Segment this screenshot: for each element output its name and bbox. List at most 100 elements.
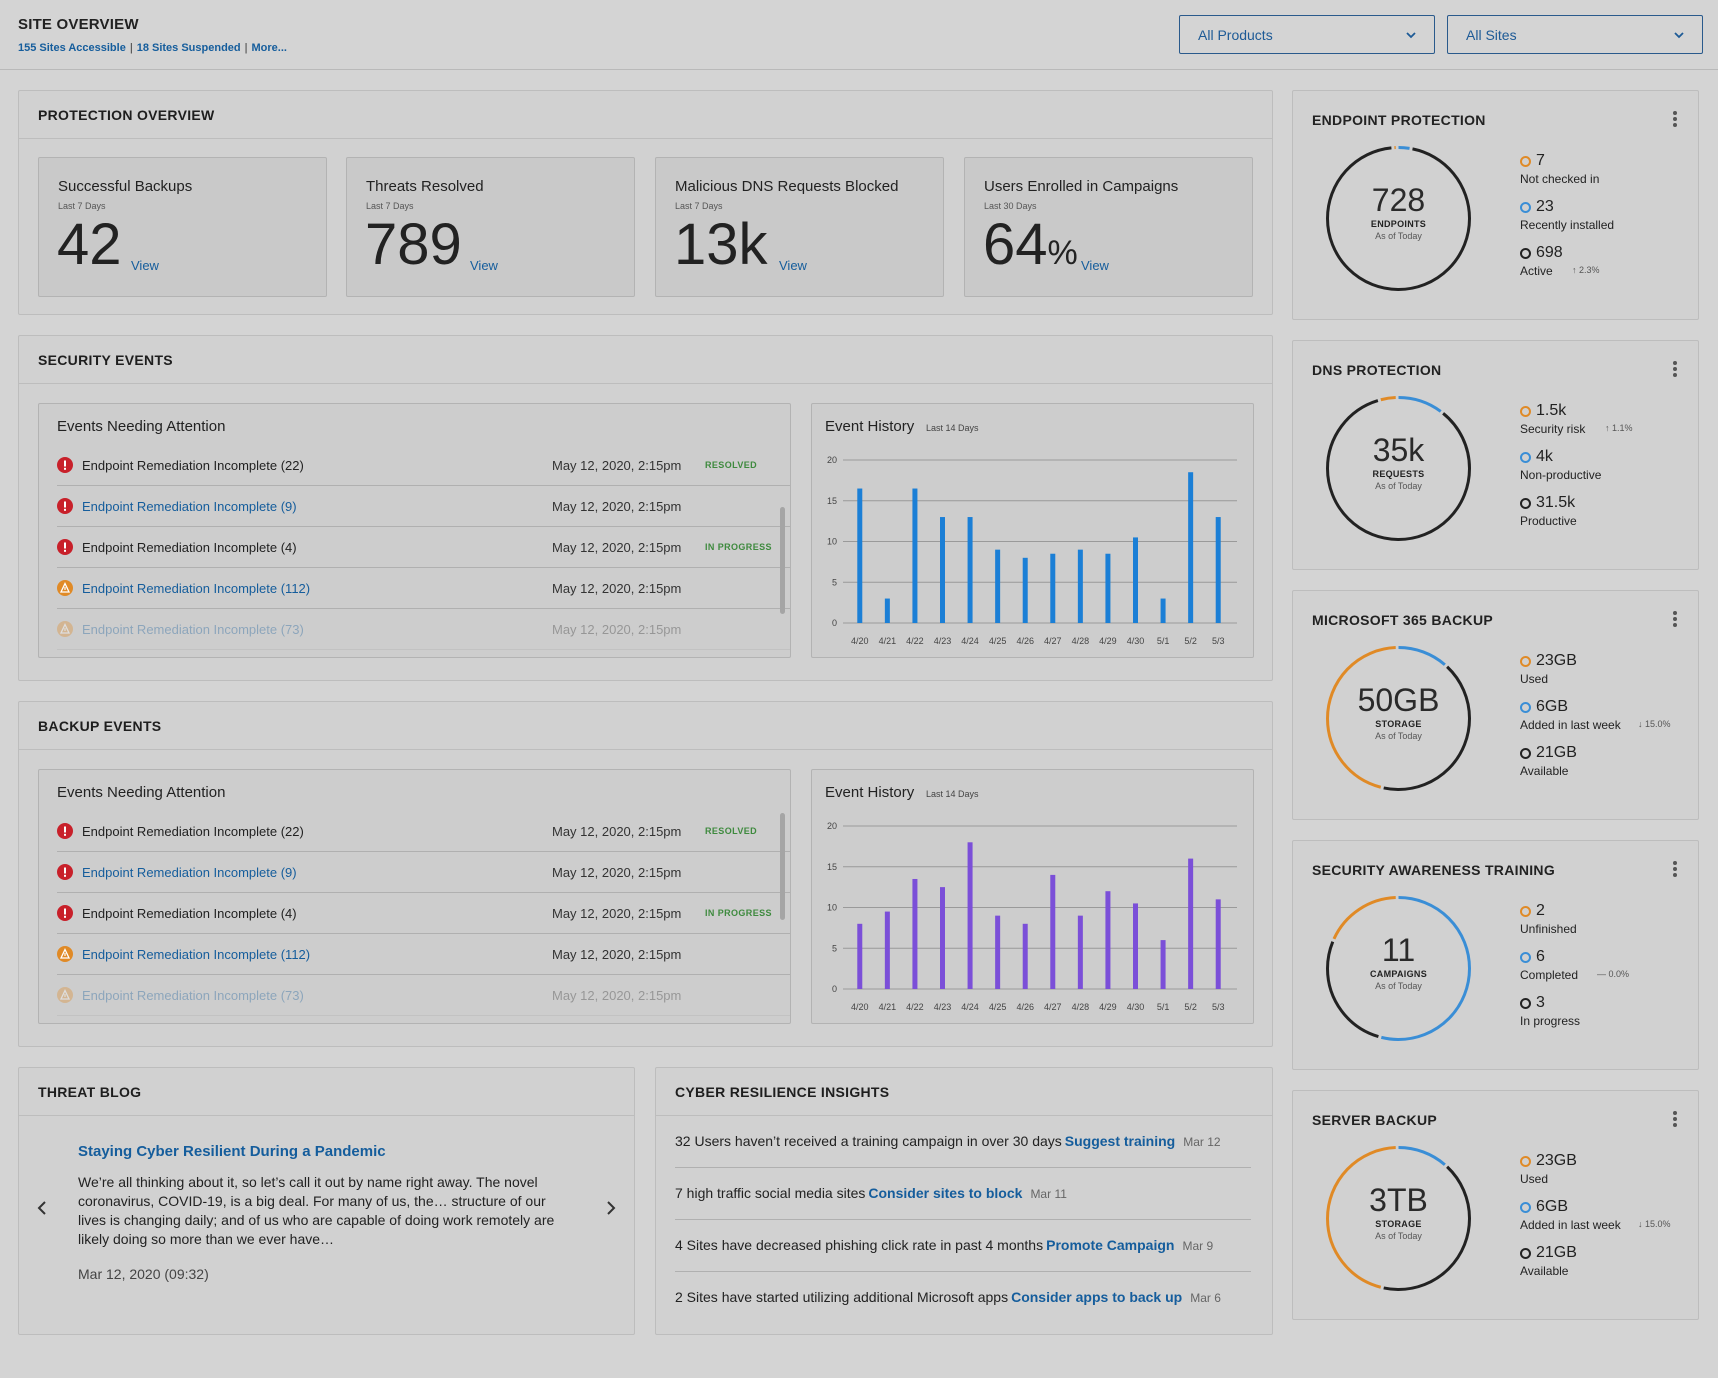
insight-text-wrap: 32 Users haven’t received a training cam… bbox=[675, 1133, 1221, 1149]
donut-segment[interactable] bbox=[1326, 646, 1471, 791]
event-row[interactable]: Endpoint Remediation Incomplete (4) May 1… bbox=[57, 527, 790, 568]
legend-item: 23GB Used bbox=[1520, 652, 1690, 698]
legend-value: 23 bbox=[1536, 198, 1554, 215]
donut-segment[interactable] bbox=[1326, 396, 1471, 541]
more-options-icon[interactable] bbox=[1672, 361, 1678, 379]
sites-suspended-link[interactable]: 18 Sites Suspended bbox=[136, 42, 241, 54]
bar[interactable] bbox=[1188, 472, 1194, 623]
event-row[interactable]: Endpoint Remediation Incomplete (73) May … bbox=[57, 609, 790, 650]
sites-dropdown-value: All Sites bbox=[1466, 27, 1517, 43]
insight-action-link[interactable]: Consider sites to block bbox=[868, 1185, 1023, 1201]
bar[interactable] bbox=[912, 488, 918, 623]
bar[interactable] bbox=[884, 911, 890, 989]
metric-card-title: Users Enrolled in Campaigns bbox=[984, 178, 1179, 195]
donut-segment[interactable] bbox=[1326, 1146, 1471, 1291]
security-events-panel: SECURITY EVENTS Events Needing Attention… bbox=[18, 335, 1273, 681]
bar[interactable] bbox=[1022, 557, 1028, 623]
chevron-right-icon[interactable] bbox=[604, 1198, 618, 1218]
bar[interactable] bbox=[1215, 899, 1221, 989]
donut-total-value: 728 bbox=[1371, 182, 1426, 218]
scrollbar[interactable] bbox=[780, 507, 785, 614]
bar[interactable] bbox=[857, 488, 863, 623]
donut-segment[interactable] bbox=[1326, 146, 1471, 291]
bar[interactable] bbox=[995, 549, 1001, 623]
bar[interactable] bbox=[940, 887, 945, 989]
stat-panel-title: ENDPOINT PROTECTION bbox=[1312, 112, 1486, 128]
view-link[interactable]: View bbox=[779, 258, 807, 273]
bar[interactable] bbox=[1077, 549, 1083, 623]
donut-segment[interactable] bbox=[1326, 146, 1471, 291]
event-label[interactable]: Endpoint Remediation Incomplete (73) bbox=[82, 988, 304, 1003]
insight-action-link[interactable]: Promote Campaign bbox=[1046, 1237, 1175, 1253]
stat-panel: ENDPOINT PROTECTION 728 ENDPOINTS As of Tod… bbox=[1292, 90, 1699, 320]
event-label[interactable]: Endpoint Remediation Incomplete (112) bbox=[82, 581, 311, 596]
event-row[interactable]: Endpoint Remediation Incomplete (112) May… bbox=[57, 568, 790, 609]
more-options-icon[interactable] bbox=[1672, 861, 1678, 879]
event-row[interactable]: Endpoint Remediation Incomplete (9) May 1… bbox=[57, 486, 790, 527]
bar[interactable] bbox=[1077, 915, 1083, 989]
event-label: Endpoint Remediation Incomplete (4) bbox=[82, 540, 297, 555]
products-dropdown[interactable]: All Products bbox=[1179, 15, 1435, 54]
bar[interactable] bbox=[1105, 891, 1111, 989]
event-row[interactable]: Endpoint Remediation Incomplete (22) May … bbox=[57, 445, 790, 486]
event-row[interactable]: Endpoint Remediation Incomplete (4) May 1… bbox=[57, 893, 790, 934]
metric-card-period: Last 30 Days bbox=[984, 201, 1037, 211]
sites-accessible-link[interactable]: 155 Sites Accessible bbox=[18, 42, 126, 54]
event-row[interactable]: Endpoint Remediation Incomplete (112) May… bbox=[57, 934, 790, 975]
legend-value: 23GB bbox=[1536, 652, 1577, 669]
x-tick-label: 4/20 bbox=[851, 636, 869, 646]
bar[interactable] bbox=[857, 923, 863, 989]
protection-overview-title: PROTECTION OVERVIEW bbox=[38, 107, 215, 123]
bar[interactable] bbox=[967, 517, 973, 623]
donut-segment[interactable] bbox=[1326, 896, 1471, 1041]
blog-post-title[interactable]: Staying Cyber Resilient During a Pandemi… bbox=[78, 1143, 386, 1160]
bar[interactable] bbox=[967, 842, 973, 989]
more-options-icon[interactable] bbox=[1672, 611, 1678, 629]
more-link[interactable]: More... bbox=[251, 42, 287, 54]
event-label[interactable]: Endpoint Remediation Incomplete (9) bbox=[82, 865, 297, 880]
insight-action-link[interactable]: Consider apps to back up bbox=[1011, 1289, 1183, 1305]
bar[interactable] bbox=[1215, 517, 1221, 623]
chevron-left-icon[interactable] bbox=[35, 1198, 49, 1218]
event-label[interactable]: Endpoint Remediation Incomplete (73) bbox=[82, 622, 304, 637]
bar[interactable] bbox=[1022, 923, 1028, 989]
bar[interactable] bbox=[1160, 598, 1166, 623]
event-row[interactable]: Endpoint Remediation Incomplete (9) May 1… bbox=[57, 852, 790, 893]
view-link[interactable]: View bbox=[1081, 258, 1109, 273]
donut-segment[interactable] bbox=[1326, 1146, 1471, 1291]
event-label[interactable]: Endpoint Remediation Incomplete (112) bbox=[82, 947, 311, 962]
donut-segment[interactable] bbox=[1326, 646, 1471, 791]
more-options-icon[interactable] bbox=[1672, 1111, 1678, 1129]
donut-segment[interactable] bbox=[1326, 1146, 1471, 1291]
bar[interactable] bbox=[1050, 553, 1056, 623]
x-tick-label: 4/22 bbox=[906, 636, 924, 646]
legend-ring-icon bbox=[1520, 452, 1531, 463]
donut-segment[interactable] bbox=[1326, 646, 1471, 791]
bar[interactable] bbox=[912, 878, 918, 989]
view-link[interactable]: View bbox=[470, 258, 498, 273]
event-row[interactable]: Endpoint Remediation Incomplete (22) May … bbox=[57, 811, 790, 852]
sites-dropdown[interactable]: All Sites bbox=[1447, 15, 1703, 54]
view-link[interactable]: View bbox=[131, 258, 159, 273]
bar[interactable] bbox=[1160, 940, 1166, 989]
more-options-icon[interactable] bbox=[1672, 111, 1678, 129]
trend-indicator: ↓ 15.0% bbox=[1638, 1219, 1671, 1229]
insight-action-link[interactable]: Suggest training bbox=[1064, 1133, 1176, 1149]
bar[interactable] bbox=[1133, 903, 1138, 989]
event-date: May 12, 2020, 2:15pm bbox=[552, 988, 682, 1003]
donut-segment[interactable] bbox=[1326, 896, 1471, 1041]
bar[interactable] bbox=[1105, 553, 1111, 623]
donut-segment[interactable] bbox=[1326, 396, 1471, 541]
metric-card: Successful Backups Last 7 Days 42 View bbox=[38, 157, 327, 297]
bar[interactable] bbox=[1188, 858, 1194, 989]
bar[interactable] bbox=[995, 915, 1001, 989]
bar[interactable] bbox=[884, 598, 890, 623]
scrollbar[interactable] bbox=[780, 813, 785, 920]
bar[interactable] bbox=[1133, 537, 1138, 623]
bar[interactable] bbox=[1050, 874, 1056, 989]
event-label[interactable]: Endpoint Remediation Incomplete (9) bbox=[82, 499, 297, 514]
donut-unit: ENDPOINTS bbox=[1370, 219, 1427, 229]
legend-ring-icon bbox=[1520, 748, 1531, 759]
event-row[interactable]: Endpoint Remediation Incomplete (73) May … bbox=[57, 975, 790, 1016]
bar[interactable] bbox=[940, 517, 945, 623]
